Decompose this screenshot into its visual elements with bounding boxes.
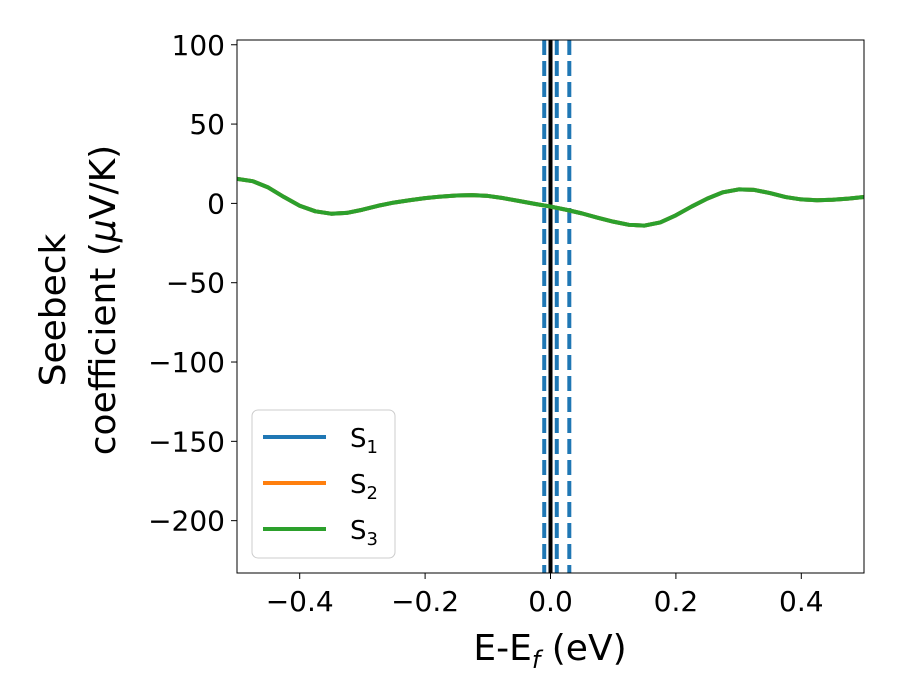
reference-lines <box>542 40 572 573</box>
y-tick-label: −200 <box>148 505 225 538</box>
legend-label-s3: S3 <box>350 516 378 550</box>
legend-label-s1: S1 <box>350 424 378 458</box>
x-axis-title: E-Ef (eV) <box>473 628 626 674</box>
y-tick-label: 100 <box>172 29 225 62</box>
y-tick-label: −100 <box>148 346 225 379</box>
y-axis-title-line1: Seebeck <box>33 233 74 386</box>
x-tick-label: −0.2 <box>391 585 459 618</box>
x-tick-label: 0.0 <box>528 585 573 618</box>
y-axis-title-line2: coefficient (μV/K) <box>83 145 124 455</box>
series-line-s3 <box>237 176 864 228</box>
y-tick-label: −150 <box>148 425 225 458</box>
x-tick-label: 0.2 <box>654 585 699 618</box>
y-axis-ticks: 100 50 0 −50 −100 −150 −200 <box>148 29 237 538</box>
y-tick-label: −50 <box>166 267 225 300</box>
series-lines <box>237 176 864 228</box>
y-tick-label: 50 <box>189 108 225 141</box>
legend-items: S1 S2 S3 <box>263 424 378 550</box>
x-tick-label: −0.4 <box>266 585 334 618</box>
x-tick-label: 0.4 <box>779 585 824 618</box>
x-axis-ticks: −0.4 −0.2 0.0 0.2 0.4 <box>266 573 824 618</box>
legend-label-s2: S2 <box>350 470 378 504</box>
legend: S1 S2 S3 <box>251 409 396 559</box>
y-tick-label: 0 <box>207 187 225 220</box>
